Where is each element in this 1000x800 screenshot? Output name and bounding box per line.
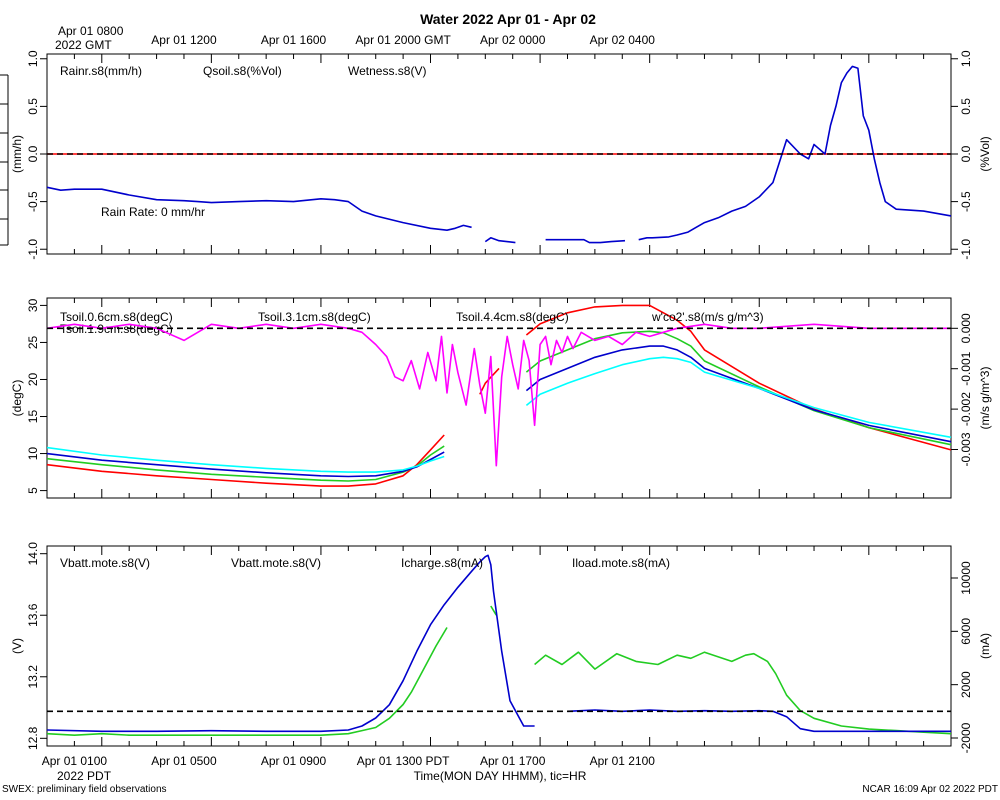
top-axis-label: Apr 01 1600	[261, 33, 327, 47]
y-tick-label-right: 2000	[959, 671, 973, 698]
legend-entry: Tsoil.4.4cm.s8(degC)	[456, 310, 569, 324]
y-axis-label-left: (mm/h)	[10, 135, 24, 173]
legend-entry: Vbatt.mote.s8(V)	[231, 556, 321, 570]
y-tick-label-left: -0.5	[26, 191, 40, 212]
y-tick-label-left: 13.6	[26, 603, 40, 627]
bottom-axis-sublabel: 2022 PDT	[57, 769, 112, 783]
y-tick-label-left: 0.0	[26, 145, 40, 162]
y-tick-label-right: -0.003	[959, 432, 973, 466]
bottom-axis-label: Apr 01 0500	[151, 754, 217, 768]
y-tick-label-right: -0.002	[959, 392, 973, 426]
y-tick-label-left: 13.2	[26, 665, 40, 689]
bottom-axis-label: Apr 01 0100	[42, 754, 108, 768]
legend-entry: Qsoil.s8(%Vol)	[203, 64, 282, 78]
top-axis-first-label: Apr 01 0800	[58, 24, 124, 38]
y-tick-label-right: -2000	[959, 722, 973, 753]
legend-entry: Tsoil.1.9cm.s8(degC)	[60, 322, 173, 336]
y-tick-label-right: 1.0	[959, 50, 973, 67]
y-tick-label-right: 6000	[959, 618, 973, 645]
y-tick-label-right: 10000	[959, 561, 973, 595]
series-line	[46, 65, 952, 244]
y-tick-label-left: 1.0	[26, 50, 40, 67]
y-axis-label-right: (%Vol)	[978, 136, 992, 171]
y-tick-label-right: 0.000	[959, 313, 973, 343]
panel-frame	[46, 545, 952, 747]
series-line	[46, 330, 952, 482]
series-line	[46, 605, 952, 736]
y-tick-label-left: 20	[26, 372, 40, 386]
legend-entry: Tsoil.3.1cm.s8(degC)	[258, 310, 371, 324]
bottom-axis-label: Apr 01 1300 PDT	[357, 754, 450, 768]
legend-entry: Iload.mote.s8(mA)	[572, 556, 670, 570]
y-tick-label-left: 12.8	[26, 726, 40, 750]
panel-frame	[46, 297, 952, 499]
top-axis-first-sublabel: 2022 GMT	[55, 38, 112, 52]
bottom-axis-labels: Apr 01 0100 Apr 01 0500 Apr 01 0900 Apr 01 …	[42, 754, 656, 768]
y-tick-label-left: -1.0	[26, 239, 40, 260]
y-tick-label-right: -0.5	[959, 191, 973, 212]
y-tick-label-right: -0.001	[959, 351, 973, 385]
top-axis-label: Apr 01 2000 GMT	[355, 33, 451, 47]
legend-entry: w'co2'.s8(m/s g/m^3)	[651, 310, 764, 324]
footer-left: SWEX: preliminary field observations	[2, 784, 167, 795]
series-line	[46, 323, 951, 467]
y-axis-label-left: (V)	[10, 638, 24, 654]
y-tick-label-left: 0.5	[26, 98, 40, 115]
y-axis-label-right: (mA)	[978, 633, 992, 659]
legend-entry: Wetness.s8(V)	[348, 64, 426, 78]
bottom-axis-label: Apr 01 1700	[480, 754, 546, 768]
top-axis-label: Apr 02 0000	[480, 33, 546, 47]
legend-entry: Icharge.s8(mA)	[401, 556, 483, 570]
x-axis-label: Time(MON DAY HHMM), tic=HR	[414, 769, 587, 783]
y-tick-label-left: 25	[26, 335, 40, 349]
panel-power: 14.0 13.6 13.2 12.8 10000 6000 2000 -2000 (V) (mA…	[10, 542, 992, 754]
bottom-axis-label: Apr 01 0900	[261, 754, 327, 768]
top-axis-label: Apr 02 0400	[590, 33, 656, 47]
legend-entry: Rainr.s8(mm/h)	[60, 64, 142, 78]
y-tick-label-left: 10	[26, 447, 40, 461]
legend-entry: Vbatt.mote.s8(V)	[60, 556, 150, 570]
top-axis-labels: Apr 01 1200 Apr 01 1600 Apr 01 2000 GMT Apr…	[151, 33, 655, 47]
y-tick-label-right: 0.0	[959, 145, 973, 162]
panel-water: 1.0 0.5 0.0 -0.5 -1.0 1.0 0.5 0.0 -0.5 -1.0 (mm/h)…	[10, 50, 992, 259]
chart-title: Water 2022 Apr 01 - Apr 02	[420, 11, 596, 27]
y-tick-label-left: 15	[26, 410, 40, 424]
y-tick-label-right: 0.5	[959, 98, 973, 115]
series-line	[46, 554, 951, 733]
y-tick-label-left: 14.0	[26, 542, 40, 566]
y-axis-label-right: (m/s g/m^3)	[978, 367, 992, 430]
series-line	[46, 356, 952, 473]
top-axis-label: Apr 01 1200	[151, 33, 217, 47]
y-tick-label-left: 5	[26, 487, 40, 494]
y-tick-label-right: -1.0	[959, 239, 973, 260]
y-axis-label-left: (degC)	[10, 380, 24, 417]
bottom-axis-label: Apr 01 2100	[590, 754, 656, 768]
panel-soil-temperature: 30 25 20 15 10 5 0.000 -0.001 -0.002 -0.003 (degC)…	[10, 297, 992, 499]
rain-rate-annotation: Rain Rate: 0 mm/hr	[101, 205, 205, 219]
y-tick-label-left: 30	[26, 298, 40, 312]
legend-entry: Tsoil.0.6cm.s8(degC)	[60, 310, 173, 324]
footer-right: NCAR 16:09 Apr 02 2022 PDT	[862, 784, 998, 795]
series-line	[46, 304, 952, 487]
